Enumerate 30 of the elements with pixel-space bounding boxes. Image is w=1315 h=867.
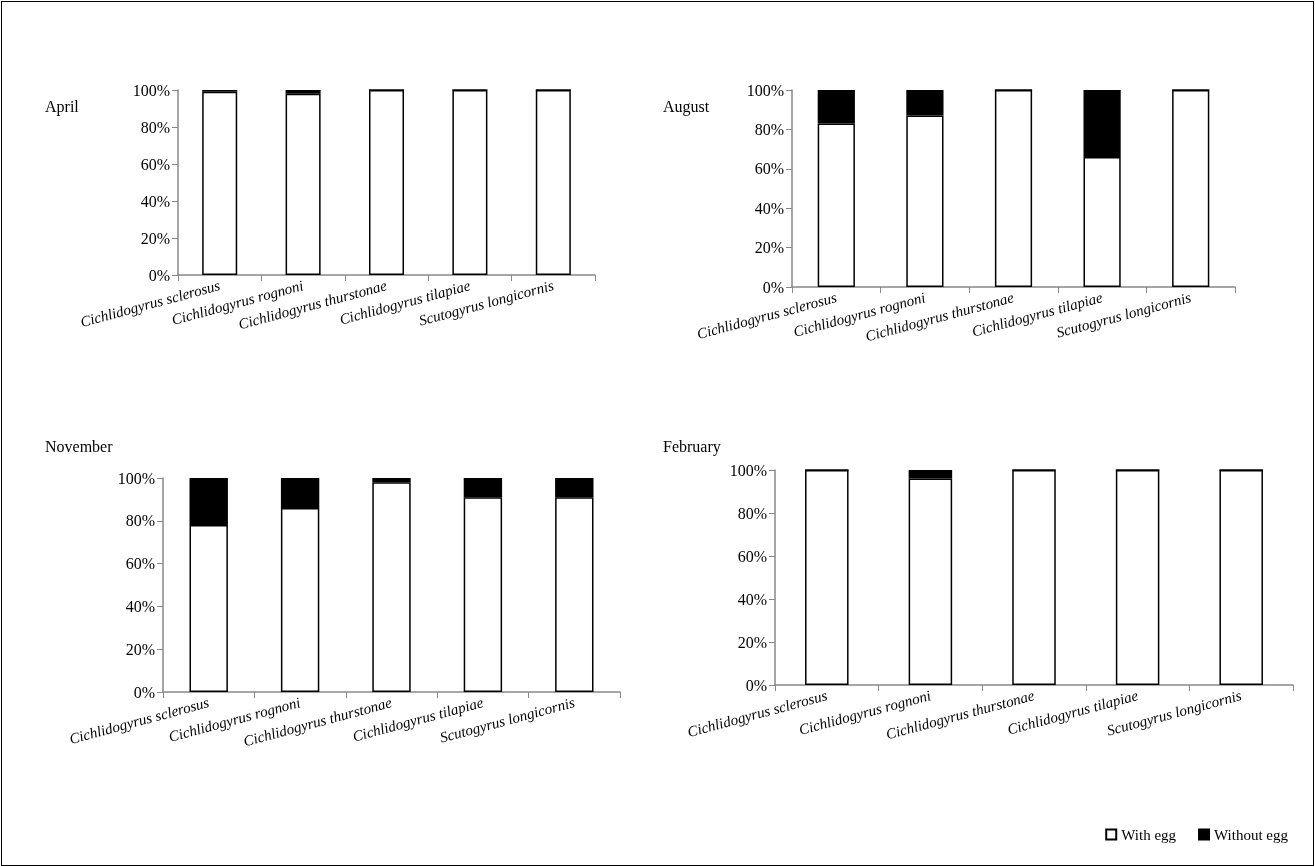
y-tick-label: 100% bbox=[132, 81, 170, 99]
chart-title: April bbox=[45, 97, 80, 116]
y-tick-label: 60% bbox=[737, 547, 767, 565]
y-tick-label: 0% bbox=[148, 266, 170, 284]
y-tick-label: 20% bbox=[754, 239, 784, 257]
y-tick-label: 20% bbox=[125, 640, 155, 658]
y-tick-label: 100% bbox=[729, 461, 767, 479]
y-tick-label: 80% bbox=[754, 120, 784, 138]
y-tick-label: 20% bbox=[737, 633, 767, 651]
y-tick-label: 100% bbox=[117, 469, 155, 487]
y-tick-label: 40% bbox=[754, 199, 784, 217]
y-tick-label: 80% bbox=[125, 512, 155, 530]
legend-label: Without egg bbox=[1214, 826, 1289, 843]
chart-title: November bbox=[45, 437, 114, 455]
legend-label: With egg bbox=[1121, 826, 1177, 843]
y-tick-label: 0% bbox=[745, 676, 767, 694]
y-tick-label: 80% bbox=[737, 504, 767, 522]
chart-title: February bbox=[663, 437, 721, 456]
chart-title: August bbox=[663, 97, 710, 116]
y-tick-label: 40% bbox=[125, 597, 155, 615]
y-tick-label: 0% bbox=[762, 278, 784, 296]
y-tick-label: 80% bbox=[140, 118, 170, 136]
y-tick-label: 20% bbox=[140, 229, 170, 247]
y-tick-label: 40% bbox=[737, 590, 767, 608]
y-tick-label: 100% bbox=[746, 81, 784, 99]
y-tick-label: 0% bbox=[133, 683, 155, 701]
y-tick-label: 60% bbox=[125, 555, 155, 573]
y-tick-label: 60% bbox=[140, 155, 170, 173]
y-tick-label: 40% bbox=[140, 192, 170, 210]
y-tick-label: 60% bbox=[754, 160, 784, 178]
